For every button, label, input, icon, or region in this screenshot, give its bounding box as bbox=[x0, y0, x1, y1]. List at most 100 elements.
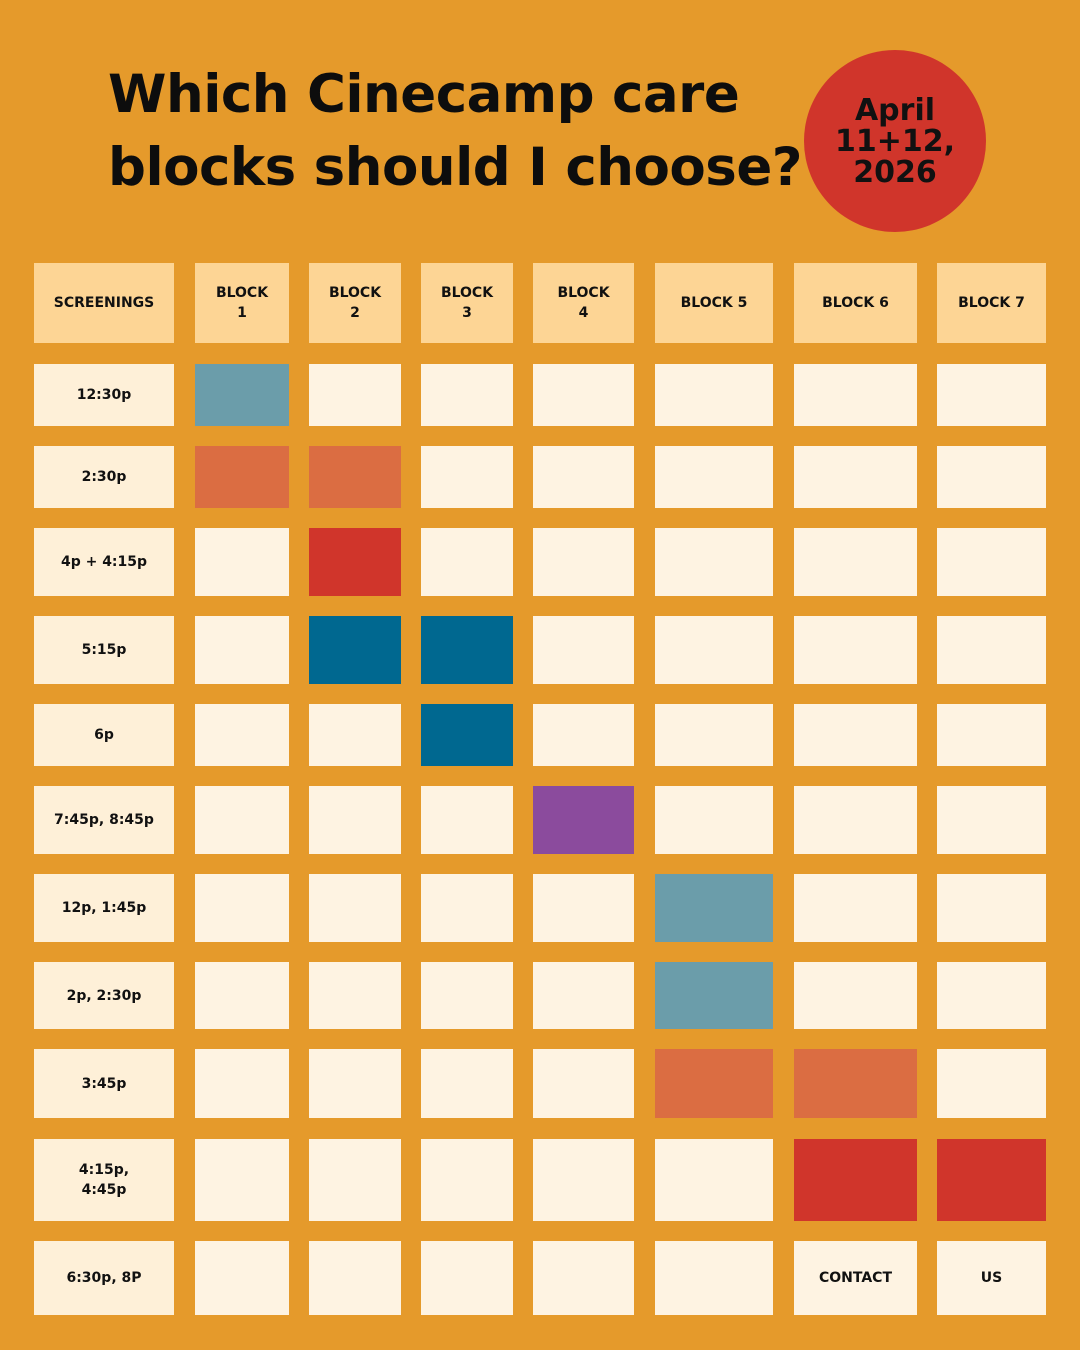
block-6-header: BLOCK 6 bbox=[794, 263, 917, 343]
schedule-cell-orange bbox=[309, 446, 401, 508]
schedule-cell-empty bbox=[794, 616, 917, 684]
schedule-cell-empty bbox=[937, 1049, 1046, 1118]
schedule-cell-empty bbox=[794, 786, 917, 854]
schedule-cell-empty bbox=[533, 446, 634, 508]
schedule-cell-empty bbox=[794, 528, 917, 596]
screenings-header: SCREENINGS bbox=[34, 263, 174, 343]
block-4-header-text: 4 bbox=[578, 305, 589, 321]
schedule-cell-empty bbox=[421, 1241, 513, 1315]
schedule-cell-empty bbox=[309, 1049, 401, 1118]
schedule-cell-empty bbox=[195, 962, 289, 1029]
schedule-cell-empty bbox=[195, 1139, 289, 1221]
schedule-cell-empty bbox=[655, 528, 773, 596]
schedule-cell-empty bbox=[195, 1241, 289, 1315]
schedule-cell-empty bbox=[794, 962, 917, 1029]
schedule-cell-empty bbox=[195, 1049, 289, 1118]
block-1-header-text: BLOCK bbox=[215, 285, 269, 301]
time-label-text: 3:45p bbox=[81, 1075, 127, 1092]
schedule-cell-empty bbox=[655, 364, 773, 426]
schedule-cell-empty bbox=[533, 1049, 634, 1118]
schedule-cell-orange bbox=[655, 1049, 773, 1118]
schedule-cell-empty bbox=[195, 616, 289, 684]
time-label-text: 6p bbox=[94, 727, 114, 743]
schedule-cell-empty bbox=[937, 704, 1046, 766]
block-2-header-text: 2 bbox=[350, 305, 360, 321]
title-line-1: Which Cinecamp care bbox=[108, 64, 740, 125]
schedule-cell-empty bbox=[533, 528, 634, 596]
time-label: 12:30p bbox=[34, 364, 174, 426]
schedule-cell-empty bbox=[309, 1139, 401, 1221]
schedule-cell-orange bbox=[195, 446, 289, 508]
schedule-cell-empty bbox=[937, 616, 1046, 684]
schedule-cell-empty bbox=[533, 874, 634, 942]
schedule-cell-empty bbox=[533, 1139, 634, 1221]
block-4-header-text: BLOCK bbox=[557, 285, 610, 301]
time-label-text: 5:15p bbox=[81, 642, 127, 658]
block-2-header: BLOCK 2 bbox=[309, 263, 401, 343]
schedule-cell-empty bbox=[937, 786, 1046, 854]
time-label-text: 4p + 4:15p bbox=[60, 554, 148, 570]
schedule-cell-empty bbox=[794, 446, 917, 508]
schedule-cell-empty bbox=[195, 874, 289, 942]
schedule-cell-purple bbox=[533, 786, 634, 854]
schedule-cell-blue bbox=[421, 704, 513, 766]
schedule-cell-blue bbox=[309, 616, 401, 684]
schedule-cell-blue bbox=[421, 616, 513, 684]
schedule-cell-empty bbox=[309, 786, 401, 854]
schedule-cell-empty bbox=[794, 874, 917, 942]
time-label: 7:45p, 8:45p bbox=[34, 786, 174, 854]
schedule-cell-empty bbox=[655, 704, 773, 766]
schedule-cell-empty bbox=[195, 528, 289, 596]
schedule-cell-red bbox=[794, 1139, 917, 1221]
schedule-cell-empty bbox=[421, 962, 513, 1029]
date-badge-year: 2026 bbox=[853, 154, 937, 190]
time-label: 6p bbox=[34, 704, 174, 766]
schedule-cell-red bbox=[309, 528, 401, 596]
schedule-cell-empty bbox=[421, 528, 513, 596]
date-badge: April 11+12, 2026 bbox=[804, 50, 986, 232]
schedule-cell-empty bbox=[533, 1241, 634, 1315]
schedule-cell-empty bbox=[309, 1241, 401, 1315]
block-2-header-text: BLOCK bbox=[328, 285, 382, 301]
block-3-header-text: BLOCK bbox=[440, 285, 494, 301]
block-3-header: BLOCK 3 bbox=[421, 263, 513, 343]
time-label: 5:15p bbox=[34, 616, 174, 684]
block-5-header: BLOCK 5 bbox=[655, 263, 773, 343]
contact-us-cell: US bbox=[937, 1241, 1046, 1315]
schedule-cell-teal bbox=[195, 364, 289, 426]
schedule-cell-empty bbox=[794, 364, 917, 426]
schedule-cell-empty bbox=[309, 704, 401, 766]
time-label: 6:30p, 8P bbox=[34, 1241, 174, 1315]
schedule-cell-empty bbox=[421, 364, 513, 426]
schedule-cell-empty bbox=[937, 446, 1046, 508]
time-label-text: 4:15p, bbox=[78, 1162, 130, 1178]
schedule-cell-teal bbox=[655, 962, 773, 1029]
schedule-cell-orange bbox=[794, 1049, 917, 1118]
schedule-cell-empty bbox=[655, 1241, 773, 1315]
schedule-cell-empty bbox=[655, 616, 773, 684]
schedule-cell-empty bbox=[309, 364, 401, 426]
time-label: 2:30p bbox=[34, 446, 174, 508]
page-title: Which Cinecamp care blocks should I choo… bbox=[108, 58, 808, 204]
schedule-cell-empty bbox=[533, 962, 634, 1029]
schedule-cell-empty bbox=[421, 1139, 513, 1221]
schedule-cell-empty bbox=[195, 704, 289, 766]
block-6-header-text: BLOCK 6 bbox=[822, 295, 889, 311]
time-label-text: 4:45p bbox=[81, 1182, 127, 1198]
time-label: 4p + 4:15p bbox=[34, 528, 174, 596]
schedule-cell-empty bbox=[655, 446, 773, 508]
schedule-cell-empty bbox=[937, 874, 1046, 942]
schedule-cell-empty bbox=[794, 704, 917, 766]
schedule-cell-teal bbox=[655, 874, 773, 942]
time-label: 3:45p bbox=[34, 1049, 174, 1118]
time-label: 2p, 2:30p bbox=[34, 962, 174, 1029]
schedule-cell-empty bbox=[309, 874, 401, 942]
schedule-cell-red bbox=[937, 1139, 1046, 1221]
time-label-text: 12:30p bbox=[76, 387, 132, 403]
time-label-text: 7:45p, 8:45p bbox=[54, 812, 154, 828]
schedule-cell-empty bbox=[937, 364, 1046, 426]
schedule-cell-empty bbox=[421, 786, 513, 854]
time-label-text: 2p, 2:30p bbox=[66, 987, 142, 1004]
schedule-cell-empty bbox=[421, 874, 513, 942]
schedule-cell-empty bbox=[421, 446, 513, 508]
